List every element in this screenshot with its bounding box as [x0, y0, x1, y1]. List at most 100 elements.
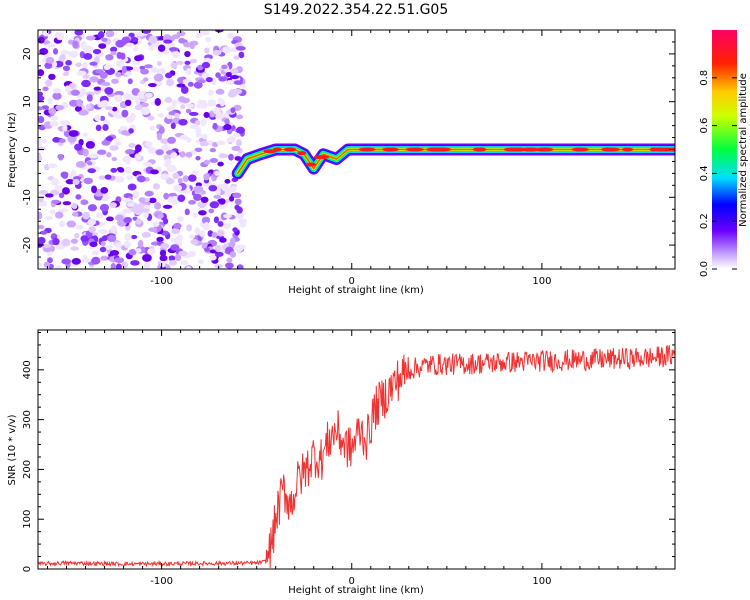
noise-dot — [122, 155, 132, 164]
noise-dot — [100, 81, 111, 87]
noise-dot — [85, 140, 95, 149]
noise-dot — [143, 210, 149, 219]
noise-dot — [177, 177, 183, 184]
noise-dot — [188, 199, 197, 205]
noise-dot — [72, 178, 80, 186]
noise-dot — [223, 124, 232, 131]
noise-dot — [168, 47, 179, 52]
noise-dot — [99, 246, 107, 253]
colorbar-label: Normalized spectral amplitude — [738, 73, 749, 227]
noise-dot — [161, 144, 171, 152]
noise-dot — [74, 143, 83, 151]
noise-dot — [111, 156, 118, 162]
noise-dot — [191, 170, 200, 175]
noise-dot — [98, 175, 106, 180]
noise-dot — [147, 248, 156, 255]
noise-dot — [100, 241, 106, 247]
noise-dot — [68, 83, 76, 89]
noise-dot — [219, 153, 229, 158]
noise-dot — [38, 142, 43, 147]
noise-dot — [165, 177, 175, 185]
noise-dot — [38, 116, 45, 124]
noise-dot — [167, 136, 176, 144]
noise-dot — [221, 185, 230, 192]
noise-dot — [212, 122, 218, 130]
noise-dot — [47, 163, 58, 169]
noise-dot — [116, 51, 123, 59]
noise-dot — [209, 254, 217, 261]
noise-dot — [76, 70, 87, 76]
noise-dot — [38, 196, 44, 203]
noise-dot — [201, 216, 211, 224]
ridge-peak — [313, 155, 330, 160]
snr-xlabel: Height of straight line (km) — [288, 585, 424, 596]
noise-dot — [42, 86, 49, 92]
noise-dot — [235, 45, 246, 51]
noise-dot — [121, 109, 129, 118]
noise-dot — [49, 209, 56, 215]
noise-dot — [154, 202, 162, 210]
noise-dot — [135, 218, 142, 225]
noise-dot — [232, 192, 242, 199]
noise-dot — [202, 133, 208, 140]
noise-dot — [194, 120, 201, 126]
noise-dot — [93, 86, 102, 91]
noise-dot — [105, 30, 115, 38]
noise-dot — [91, 256, 101, 265]
snr-xtick-label: 0 — [349, 576, 355, 587]
noise-dot — [158, 126, 165, 135]
noise-dot — [82, 148, 89, 157]
spectrogram-ytick-label: -10 — [22, 189, 33, 205]
noise-dot — [205, 36, 211, 43]
noise-dot — [109, 145, 119, 151]
noise-dot — [152, 183, 161, 190]
noise-dot — [171, 34, 181, 40]
noise-dot — [188, 234, 196, 239]
noise-dot — [208, 89, 214, 96]
noise-dot — [87, 218, 96, 226]
noise-dot — [99, 203, 109, 212]
noise-dot — [38, 153, 42, 162]
noise-dot — [178, 118, 188, 126]
noise-dot — [69, 99, 79, 107]
snr-series-line — [38, 344, 675, 568]
noise-dot — [229, 74, 240, 80]
ridge-peak — [537, 147, 554, 152]
colorbar-tick-label: 0.0 — [699, 261, 710, 277]
noise-dot — [163, 217, 169, 225]
noise-dot — [101, 37, 108, 42]
spectrogram-xtick-label: 0 — [349, 276, 355, 287]
noise-dot — [114, 242, 122, 249]
ridge-peak — [283, 147, 297, 152]
noise-dot — [61, 258, 72, 265]
noise-dot — [211, 232, 218, 238]
noise-dot — [42, 243, 52, 248]
snr-ytick-label: 400 — [22, 360, 33, 379]
noise-dot — [170, 152, 178, 159]
noise-dot — [110, 46, 118, 53]
noise-dot — [58, 138, 66, 144]
noise-dot — [144, 92, 153, 98]
colorbar-tick-label: 0.4 — [699, 165, 710, 181]
noise-dot — [231, 185, 237, 193]
noise-dot — [156, 60, 162, 67]
noise-dot — [124, 233, 132, 241]
noise-dot — [174, 112, 180, 118]
noise-dot — [199, 141, 209, 147]
noise-dot — [55, 211, 64, 219]
noise-dot — [87, 168, 96, 174]
spectrogram-xtick-label: 100 — [532, 276, 551, 287]
noise-dot — [201, 72, 210, 79]
noise-dot — [179, 151, 186, 158]
noise-dot — [61, 238, 71, 247]
noise-dot — [67, 134, 77, 143]
noise-dot — [235, 126, 245, 134]
noise-dot — [195, 132, 203, 138]
noise-dot — [102, 123, 109, 131]
noise-dot — [125, 166, 132, 175]
noise-dot — [193, 193, 202, 201]
noise-dot — [71, 258, 81, 265]
snr-xtick-label: -100 — [150, 576, 173, 587]
spectrogram-ytick-label: 10 — [22, 95, 33, 108]
noise-dot — [185, 266, 192, 269]
